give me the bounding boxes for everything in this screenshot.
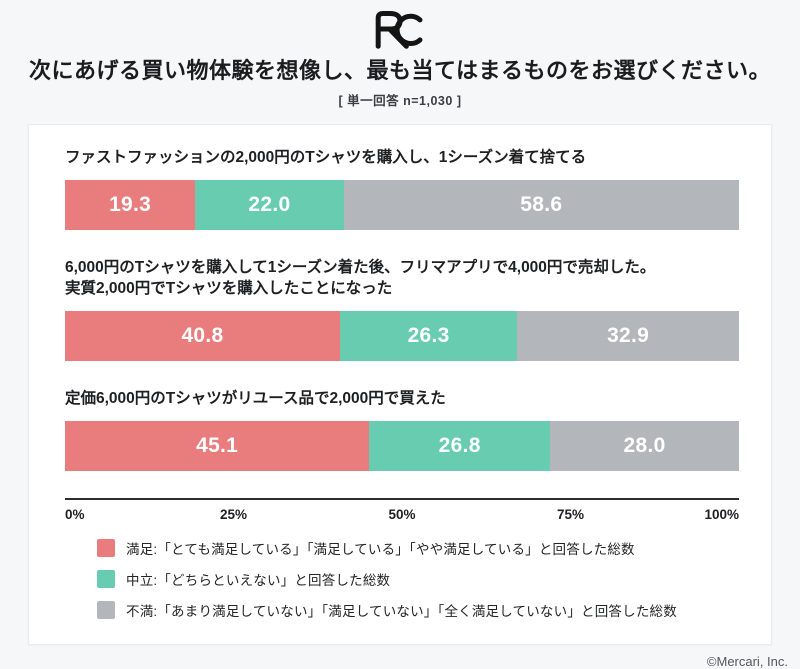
legend-label: 中立:「どちらといえない」と回答した総数: [126, 573, 391, 588]
stacked-bar: 40.8 26.3 32.9: [65, 311, 739, 361]
stacked-bar: 19.3 22.0 58.6: [65, 180, 739, 230]
chart-card: ファストファッションの2,000円のTシャツを購入し、1シーズン着て捨てる 19.…: [28, 124, 772, 645]
bar-segment-不満: 58.6: [343, 180, 739, 230]
question-label: 定価6,000円のTシャツがリユース品で2,000円で買えた: [65, 390, 446, 407]
bar-value: 19.3: [109, 193, 152, 216]
rc-logo-icon: [375, 11, 423, 49]
bar-value: 45.1: [196, 434, 239, 457]
legend: 満足:「とても満足している」「満足している」「やや満足している」と回答した総数中…: [97, 538, 739, 620]
legend-swatch: [97, 601, 115, 619]
bar-value: 22.0: [248, 193, 291, 216]
legend-swatch: [97, 539, 115, 557]
x-axis-tick: 25%: [219, 507, 248, 522]
legend-label: 不満:「あまり満足していない」「満足していない」「全く満足していない」と回答した…: [126, 604, 677, 619]
legend-swatch: [97, 570, 115, 588]
bar-value: 26.3: [407, 324, 450, 347]
survey-note: [ 単一回答 n=1,030 ]: [338, 94, 462, 108]
bar-segment-中立: 26.3: [339, 311, 518, 361]
x-axis-tick: 50%: [388, 507, 416, 522]
charts: ファストファッションの2,000円のTシャツを購入し、1シーズン着て捨てる 19.…: [65, 147, 739, 471]
legend-item: 満足:「とても満足している」「満足している」「やや満足している」と回答した総数: [97, 538, 739, 558]
question-label: 6,000円のTシャツを購入して1シーズン着た後、フリマアプリで4,000円で売…: [65, 259, 656, 297]
legend-item: 不満:「あまり満足していない」「満足していない」「全く満足していない」と回答した…: [97, 600, 739, 620]
header: 次にあげる買い物体験を想像し、最も当てはまるものをお選びください。 [ 単一回答…: [0, 0, 800, 109]
legend-label: 満足:「とても満足している」「満足している」「やや満足している」と回答した総数: [126, 542, 635, 557]
x-axis-tick: 0%: [65, 507, 85, 522]
bar-segment-満足: 45.1: [65, 421, 370, 471]
chart-row: ファストファッションの2,000円のTシャツを購入し、1シーズン着て捨てる 19.…: [65, 147, 739, 230]
copyright-text: ©Mercari, Inc.: [706, 654, 788, 669]
bar-value: 58.6: [520, 193, 563, 216]
bar-segment-不満: 28.0: [550, 421, 739, 471]
x-axis-tick: 100%: [704, 507, 739, 522]
bar-segment-満足: 19.3: [65, 180, 196, 230]
bar-value: 26.8: [438, 434, 481, 457]
bar-segment-満足: 40.8: [65, 311, 340, 361]
question-label: ファストファッションの2,000円のTシャツを購入し、1シーズン着て捨てる: [65, 149, 587, 166]
x-axis-tick: 75%: [556, 507, 585, 522]
bar-segment-不満: 32.9: [517, 311, 739, 361]
bar-value: 28.0: [623, 434, 666, 457]
page-title: 次にあげる買い物体験を想像し、最も当てはまるものをお選びください。: [28, 58, 772, 83]
x-axis: 0% 25% 50% 75% 100%: [65, 498, 739, 524]
bar-value: 32.9: [607, 324, 650, 347]
bar-value: 40.8: [181, 324, 224, 347]
stacked-bar: 45.1 26.8 28.0: [65, 421, 739, 471]
legend-item: 中立:「どちらといえない」と回答した総数: [97, 569, 739, 589]
bar-segment-中立: 26.8: [369, 421, 551, 471]
rc-monogram-logo: [0, 8, 800, 50]
chart-row: 6,000円のTシャツを購入して1シーズン着た後、フリマアプリで4,000円で売…: [65, 257, 739, 361]
bar-segment-中立: 22.0: [195, 180, 344, 230]
chart-row: 定価6,000円のTシャツがリユース品で2,000円で買えた 45.1 26.8 28…: [65, 388, 739, 471]
